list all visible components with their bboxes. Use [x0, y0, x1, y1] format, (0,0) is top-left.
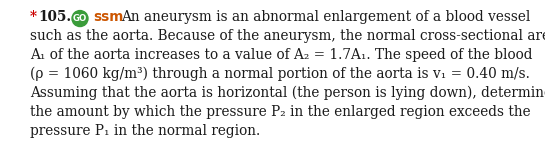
- Text: 105.: 105.: [38, 10, 71, 24]
- Text: the amount by which the pressure P₂ in the enlarged region exceeds the: the amount by which the pressure P₂ in t…: [30, 105, 531, 119]
- Text: ssm: ssm: [93, 10, 123, 24]
- Text: GO: GO: [73, 14, 87, 23]
- Text: (ρ = 1060 kg/m³) through a normal portion of the aorta is v₁ = 0.40 m/s.: (ρ = 1060 kg/m³) through a normal portio…: [30, 67, 530, 81]
- Circle shape: [72, 11, 88, 27]
- Text: such as the aorta. Because of the aneurysm, the normal cross-sectional area: such as the aorta. Because of the aneury…: [30, 29, 545, 43]
- Text: An aneurysm is an abnormal enlargement of a blood vessel: An aneurysm is an abnormal enlargement o…: [121, 10, 530, 24]
- Text: A₁ of the aorta increases to a value of A₂ = 1.7A₁. The speed of the blood: A₁ of the aorta increases to a value of …: [30, 48, 532, 62]
- Text: pressure P₁ in the normal region.: pressure P₁ in the normal region.: [30, 124, 261, 138]
- Text: *: *: [30, 10, 37, 24]
- Text: Assuming that the aorta is horizontal (the person is lying down), determine: Assuming that the aorta is horizontal (t…: [30, 86, 545, 100]
